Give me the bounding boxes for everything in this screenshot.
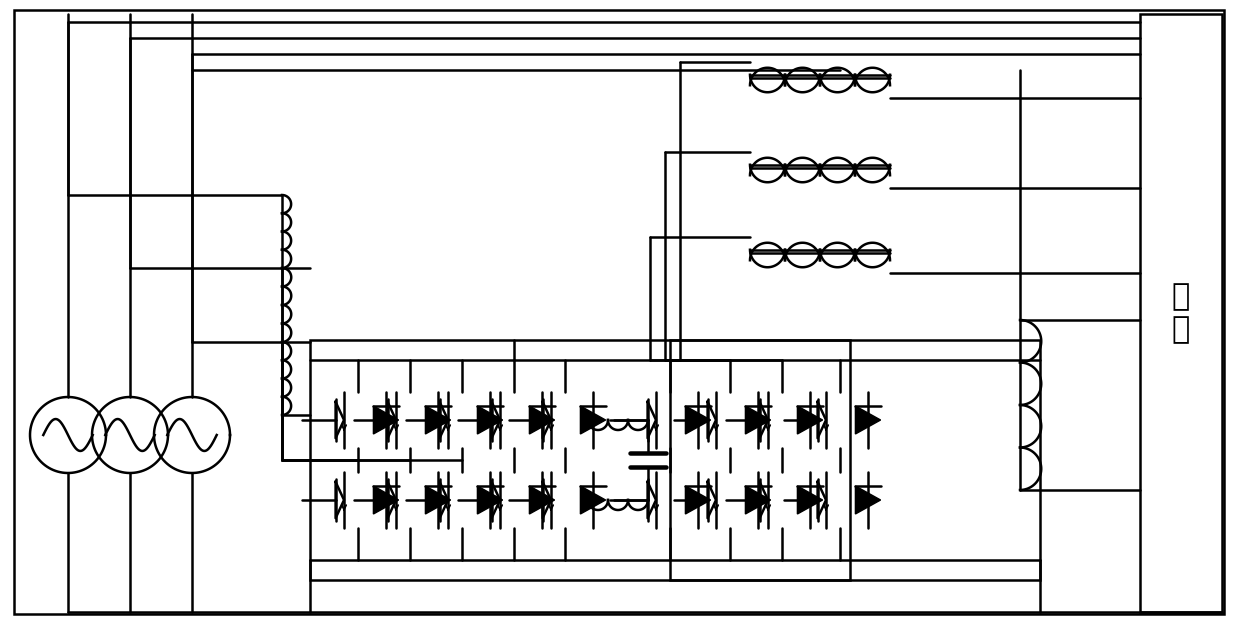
Polygon shape <box>746 486 771 514</box>
Polygon shape <box>798 406 823 434</box>
Polygon shape <box>529 406 555 434</box>
Polygon shape <box>798 486 823 514</box>
Bar <box>1140 14 1222 612</box>
Polygon shape <box>373 406 399 434</box>
Polygon shape <box>425 406 451 434</box>
Polygon shape <box>685 486 711 514</box>
Bar <box>310 340 1040 580</box>
Polygon shape <box>855 486 881 514</box>
Polygon shape <box>373 486 399 514</box>
Polygon shape <box>746 406 771 434</box>
Polygon shape <box>580 486 606 514</box>
Polygon shape <box>477 406 503 434</box>
Polygon shape <box>685 406 711 434</box>
Polygon shape <box>580 406 606 434</box>
Polygon shape <box>425 486 451 514</box>
Bar <box>670 340 850 580</box>
Polygon shape <box>529 486 555 514</box>
Polygon shape <box>855 406 881 434</box>
Polygon shape <box>477 486 503 514</box>
Text: 负
载: 负 载 <box>1172 282 1191 344</box>
